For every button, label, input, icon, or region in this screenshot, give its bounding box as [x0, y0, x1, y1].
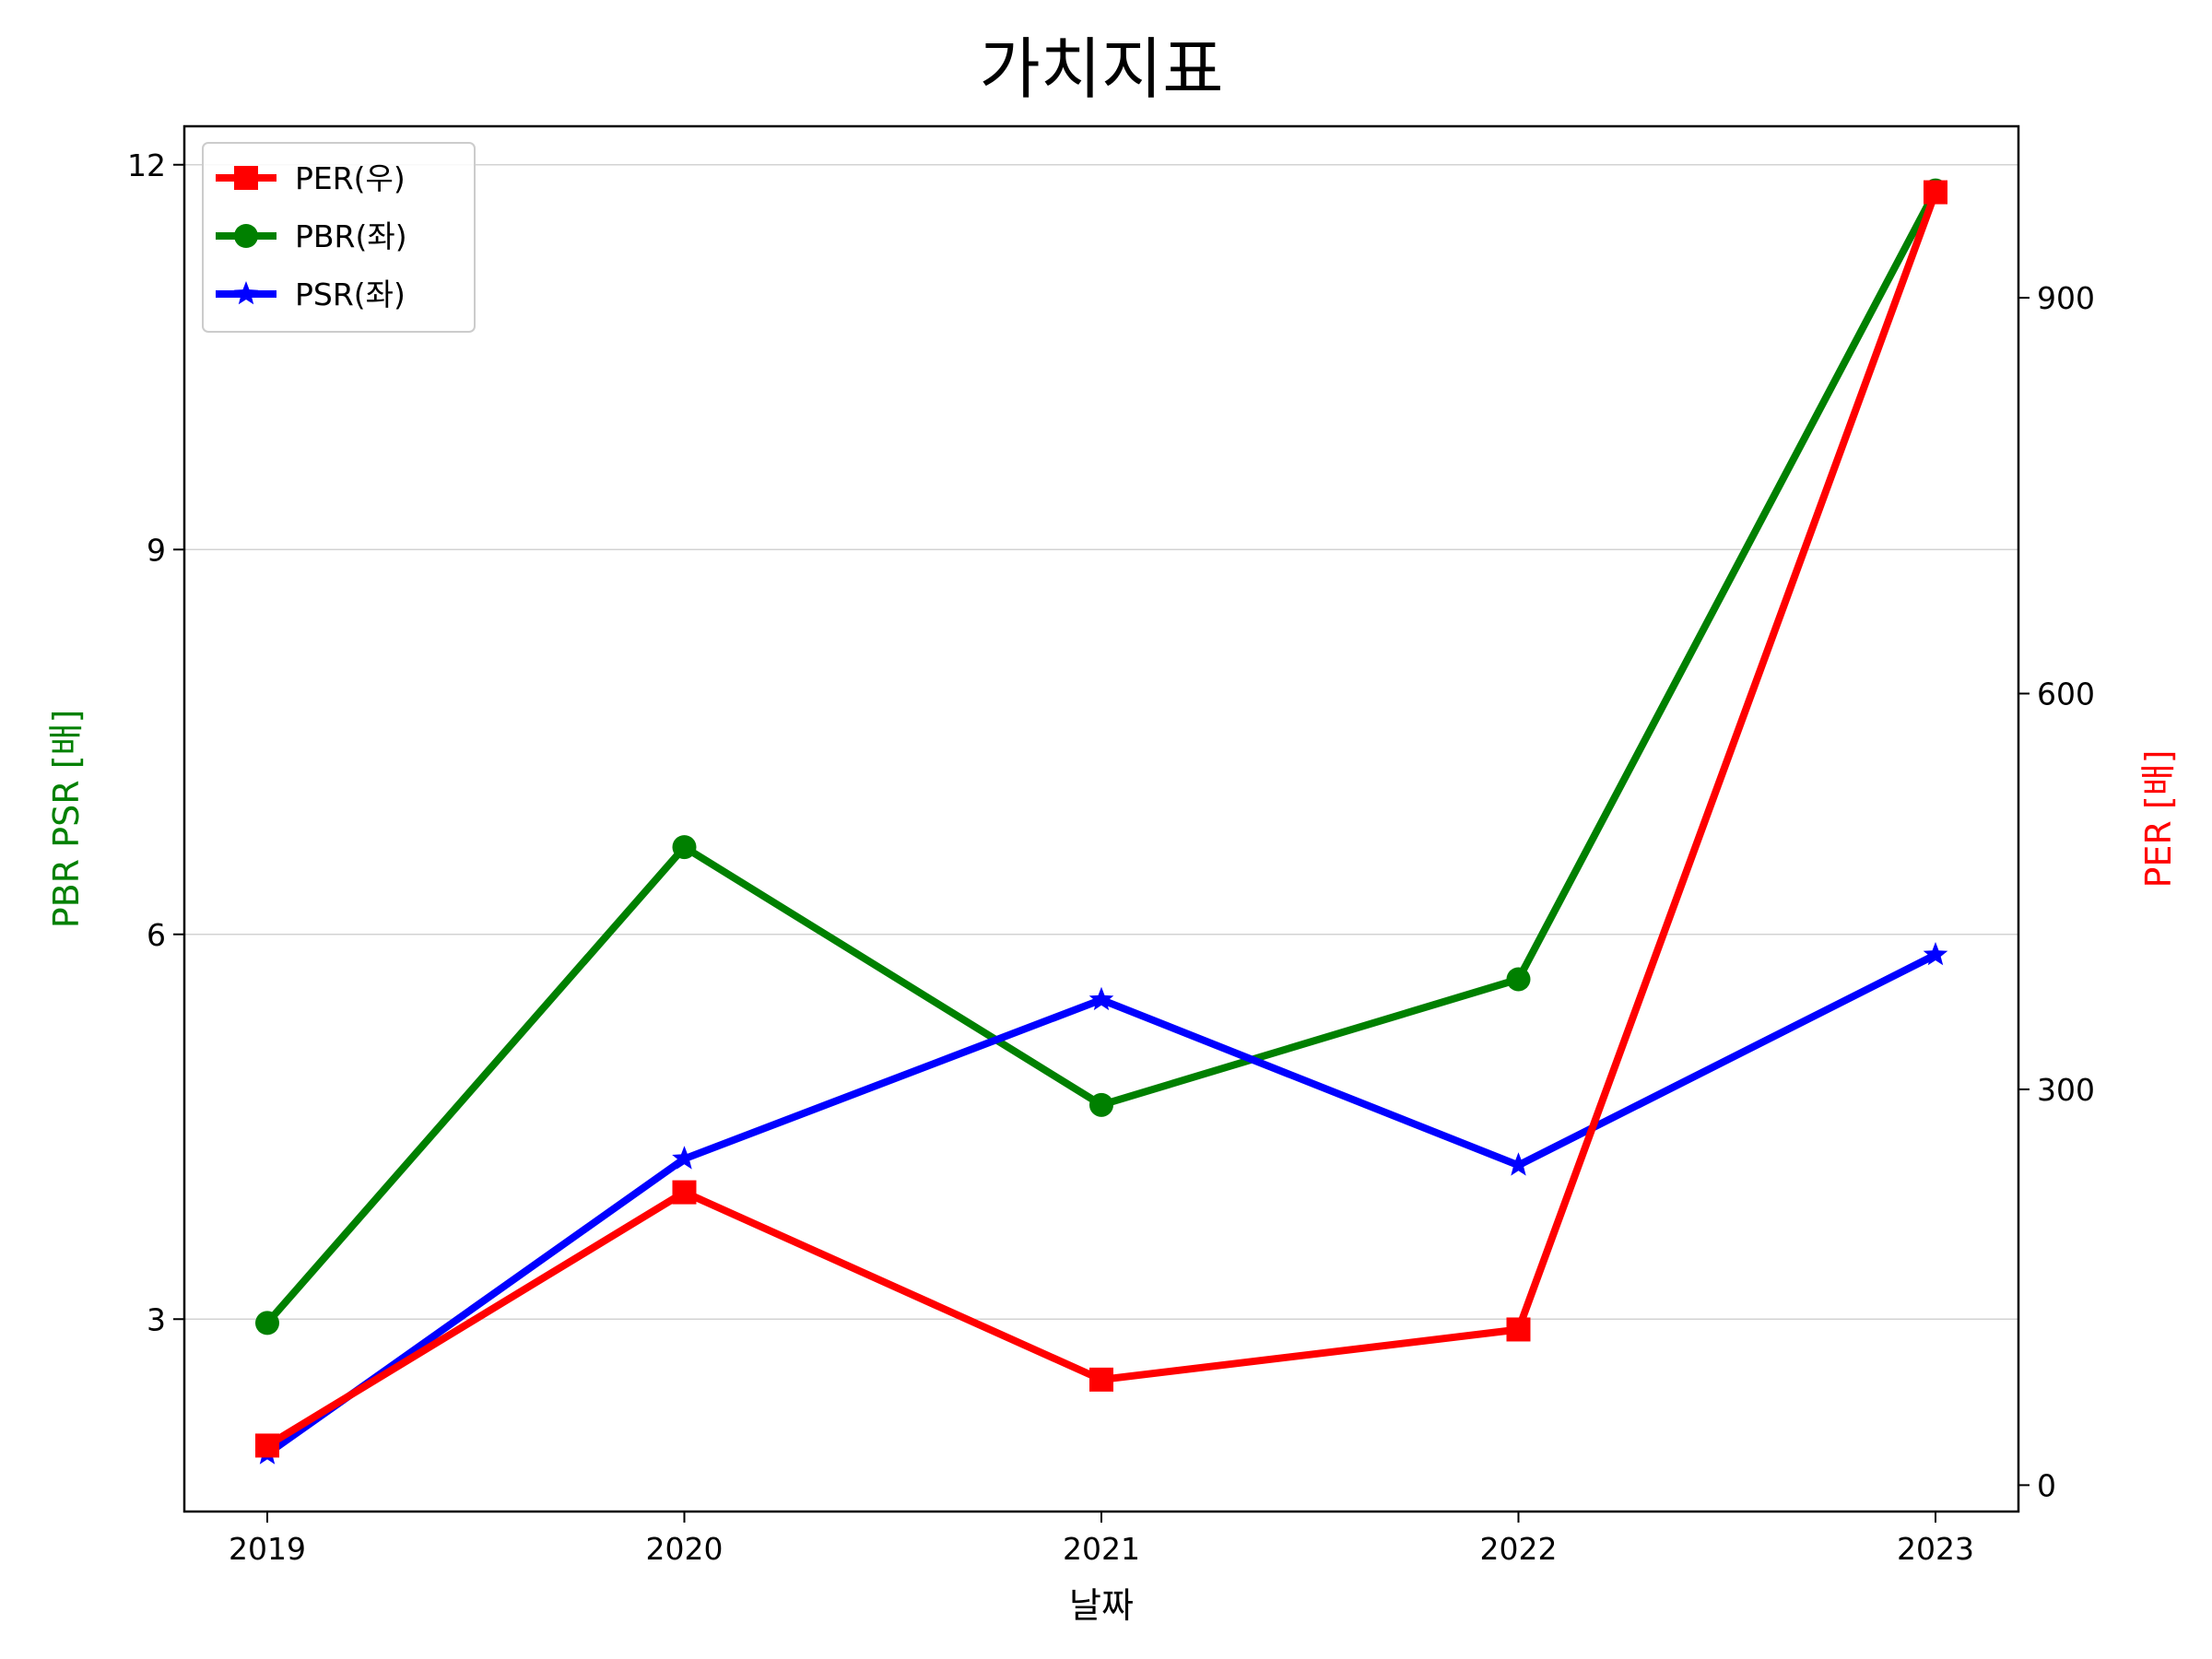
- y-right-tick-label: 300: [2037, 1072, 2095, 1108]
- y-left-tick-label: 12: [127, 147, 166, 183]
- series-PER(우): [255, 180, 1947, 1458]
- legend-marker: [234, 224, 258, 248]
- y-right-tick-label: 0: [2037, 1467, 2056, 1503]
- legend-marker: [234, 166, 258, 190]
- series-PBR(좌): [255, 178, 1947, 1335]
- data-point: [1506, 1317, 1531, 1342]
- data-point: [1923, 942, 1948, 966]
- data-point: [1088, 986, 1114, 1011]
- data-point: [255, 1433, 279, 1458]
- legend: PER(우) PBR(좌) PSR(좌): [202, 142, 476, 333]
- legend-label: PER(우): [295, 160, 406, 196]
- x-tick-label: 2022: [1480, 1531, 1558, 1567]
- axes: 3 6 9 12 0 300 600 900 2019 2020 2021 2022 2023: [127, 147, 2095, 1567]
- data-point: [1924, 180, 1947, 205]
- data-point: [1506, 1152, 1531, 1176]
- data-point: [1506, 967, 1531, 992]
- legend-box: [202, 142, 476, 333]
- x-axis-label: 날짜: [1069, 1585, 1134, 1626]
- y-left-tick-label: 6: [147, 917, 166, 953]
- legend-label: PBR(좌): [295, 218, 407, 254]
- data-point: [672, 835, 697, 860]
- y-axis-right-label: PER [배]: [2138, 749, 2179, 888]
- data-point: [1089, 1092, 1113, 1117]
- series-layer: [254, 178, 1948, 1465]
- legend-label: PSR(좌): [295, 276, 406, 312]
- x-tick-label: 2019: [229, 1531, 306, 1567]
- x-tick-label: 2023: [1897, 1531, 1974, 1567]
- x-tick-label: 2021: [1063, 1531, 1140, 1567]
- chart-title: 가치지표: [980, 30, 1224, 108]
- grid: [184, 164, 2018, 1320]
- y-left-tick-label: 3: [147, 1301, 166, 1337]
- data-point: [672, 1146, 697, 1170]
- data-point: [1089, 1367, 1113, 1392]
- x-tick-label: 2020: [646, 1531, 724, 1567]
- data-point: [672, 1180, 697, 1205]
- y-axis-left-label: PBR PSR [배]: [46, 710, 87, 929]
- legend-marker: [233, 281, 259, 305]
- y-right-tick-label: 900: [2037, 280, 2095, 316]
- y-right-tick-label: 600: [2037, 677, 2095, 712]
- y-left-tick-label: 9: [147, 532, 166, 568]
- data-point: [255, 1311, 279, 1335]
